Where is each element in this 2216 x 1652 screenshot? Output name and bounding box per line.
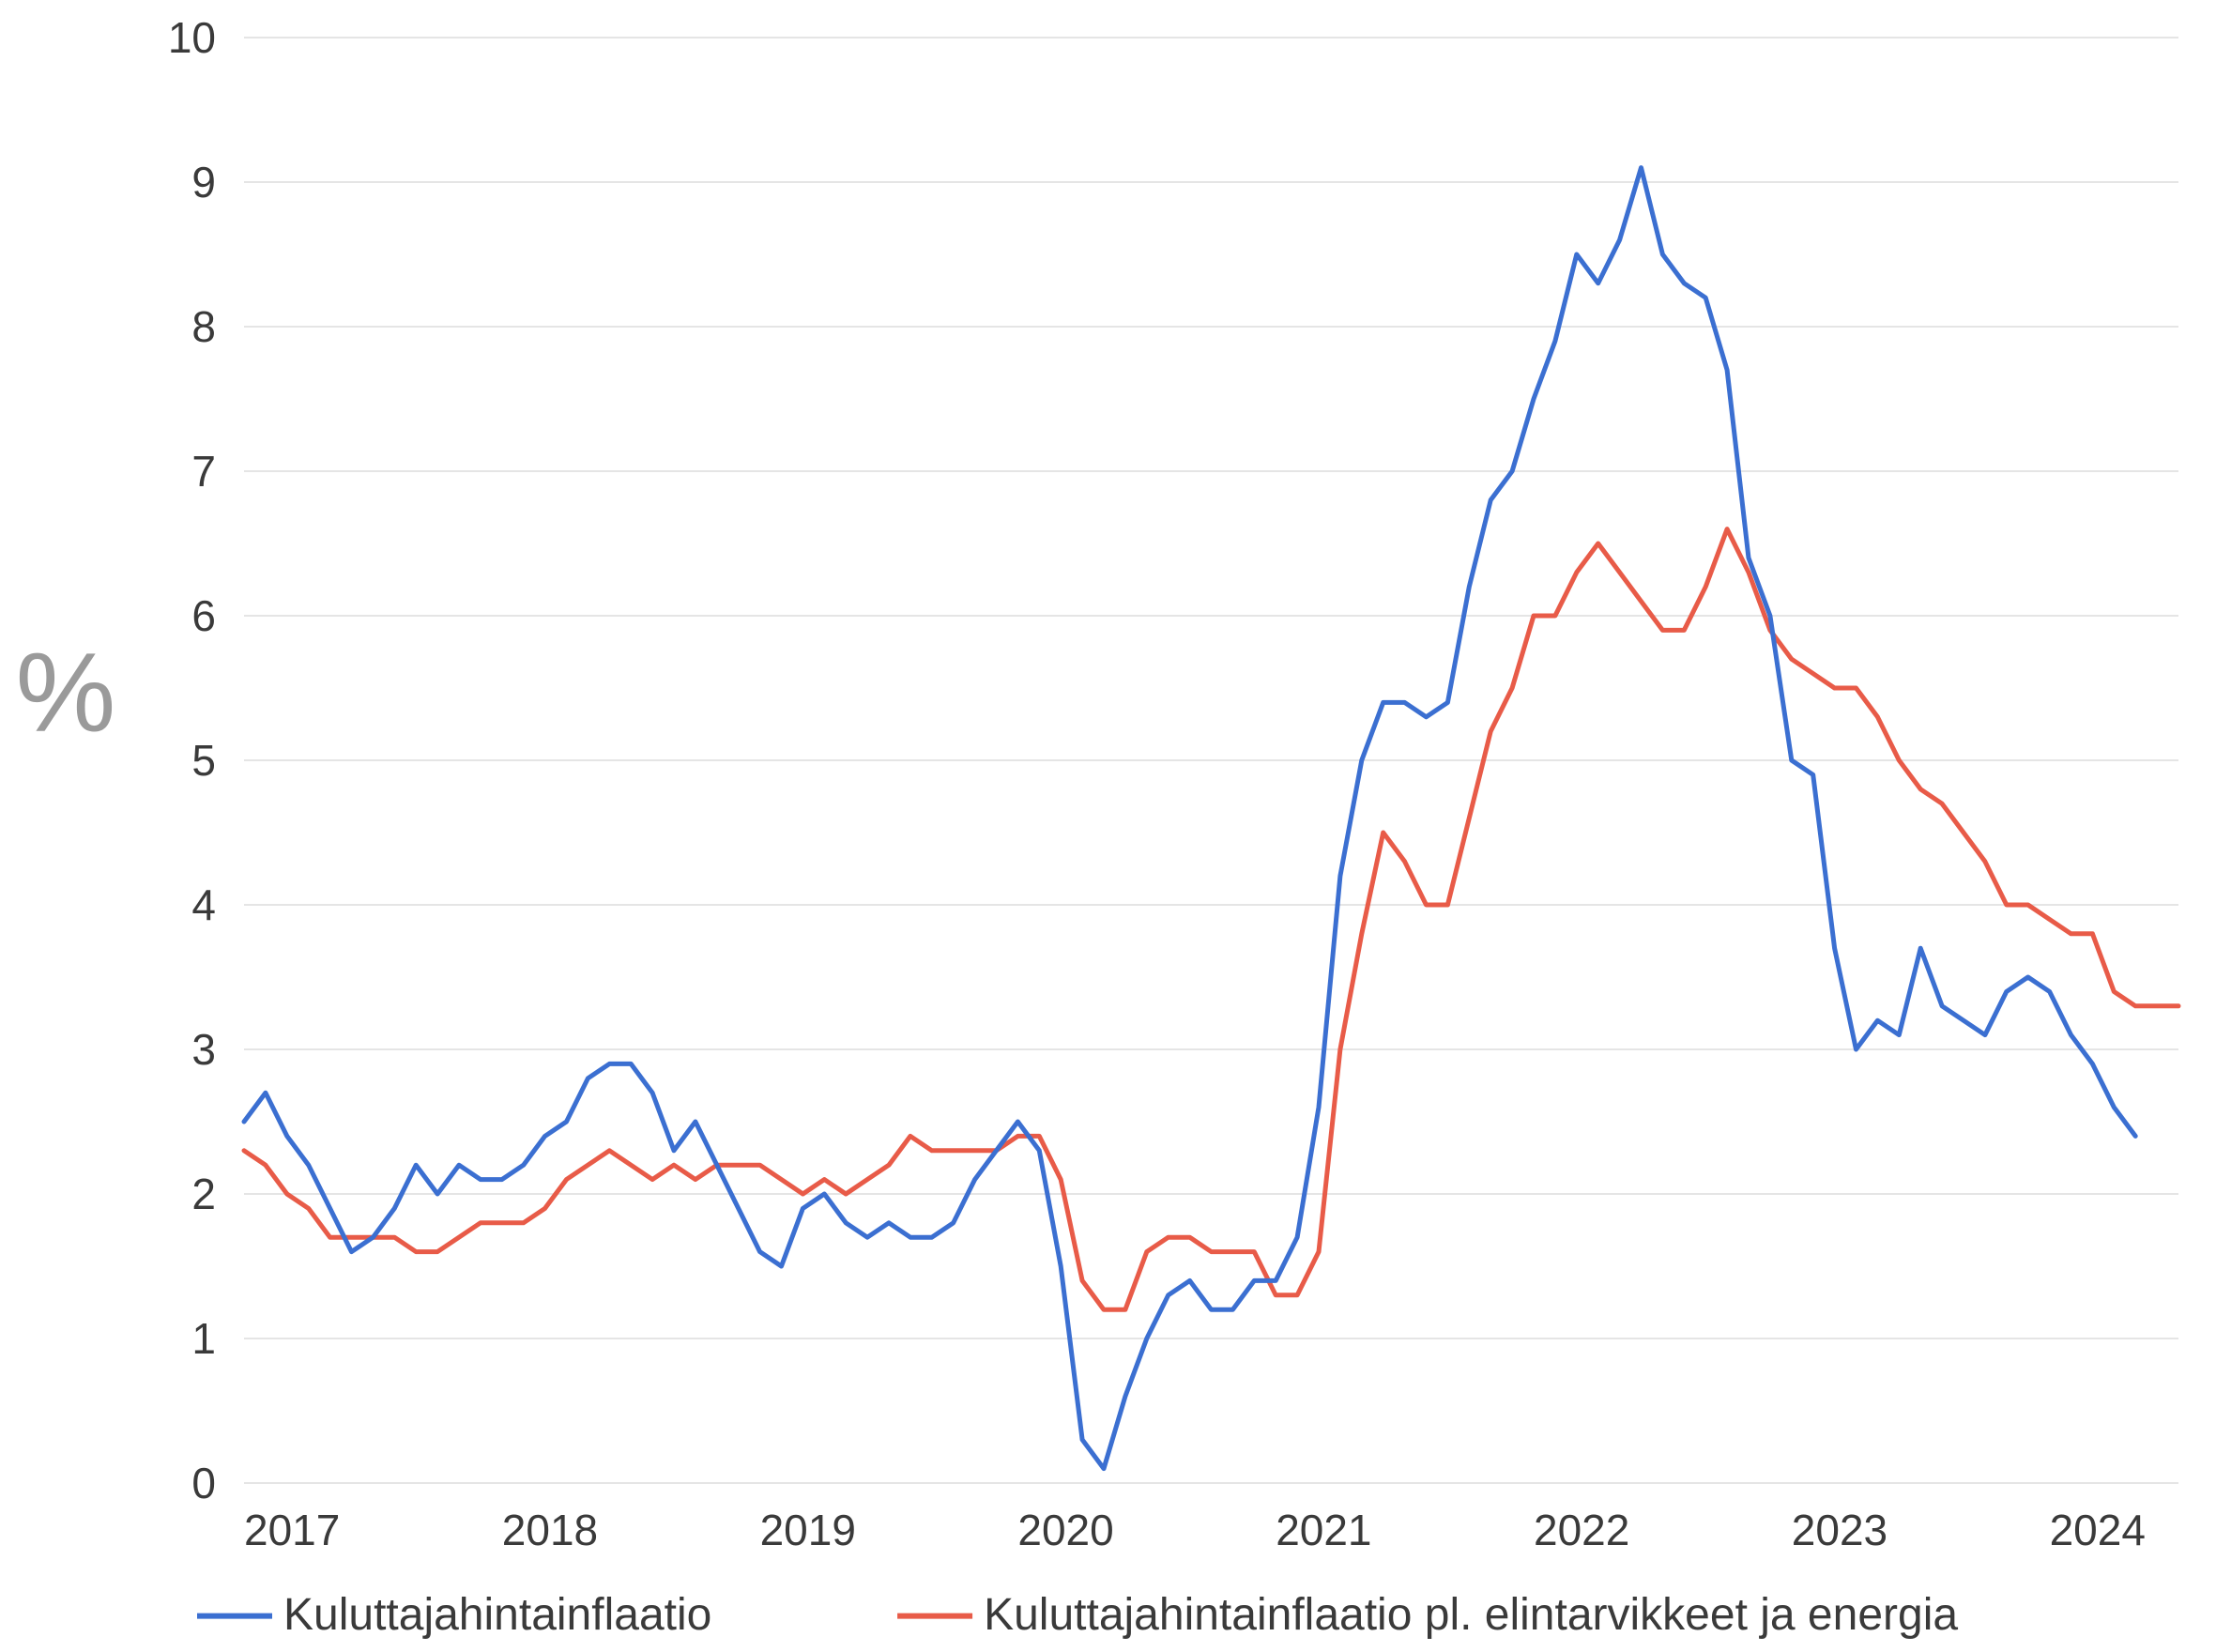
y-tick-label: 10	[168, 13, 216, 62]
legend-label: Kuluttajahintainflaatio	[283, 1590, 711, 1640]
x-tick-label: 2017	[244, 1506, 340, 1554]
y-tick-label: 5	[191, 736, 216, 785]
y-tick-label: 0	[191, 1459, 216, 1507]
x-tick-label: 2022	[1534, 1506, 1629, 1554]
x-tick-label: 2024	[2050, 1506, 2146, 1554]
x-tick-label: 2018	[502, 1506, 598, 1554]
y-tick-label: 9	[191, 158, 216, 206]
line-chart: 0 1 2 3 4 5 6 7 8 9 10 2017 2018 2019 2020 2021 2022 2023…	[0, 0, 2216, 1652]
y-tick-label: 4	[191, 880, 216, 929]
legend-label: Kuluttajahintainflaatio pl. elintarvikke…	[984, 1590, 1958, 1640]
y-tick-label: 1	[191, 1314, 216, 1363]
chart-container: 0 1 2 3 4 5 6 7 8 9 10 2017 2018 2019 2020 2021 2022 2023…	[0, 0, 2216, 1652]
y-axis-label: %	[16, 630, 116, 756]
y-tick-label: 3	[191, 1025, 216, 1074]
y-tick-label: 7	[191, 447, 216, 496]
x-tick-label: 2020	[1017, 1506, 1113, 1554]
y-tick-label: 8	[191, 302, 216, 351]
x-tick-label: 2023	[1792, 1506, 1887, 1554]
y-tick-label: 6	[191, 591, 216, 640]
x-tick-label: 2021	[1276, 1506, 1371, 1554]
y-tick-label: 2	[191, 1170, 216, 1218]
x-tick-label: 2019	[760, 1506, 856, 1554]
